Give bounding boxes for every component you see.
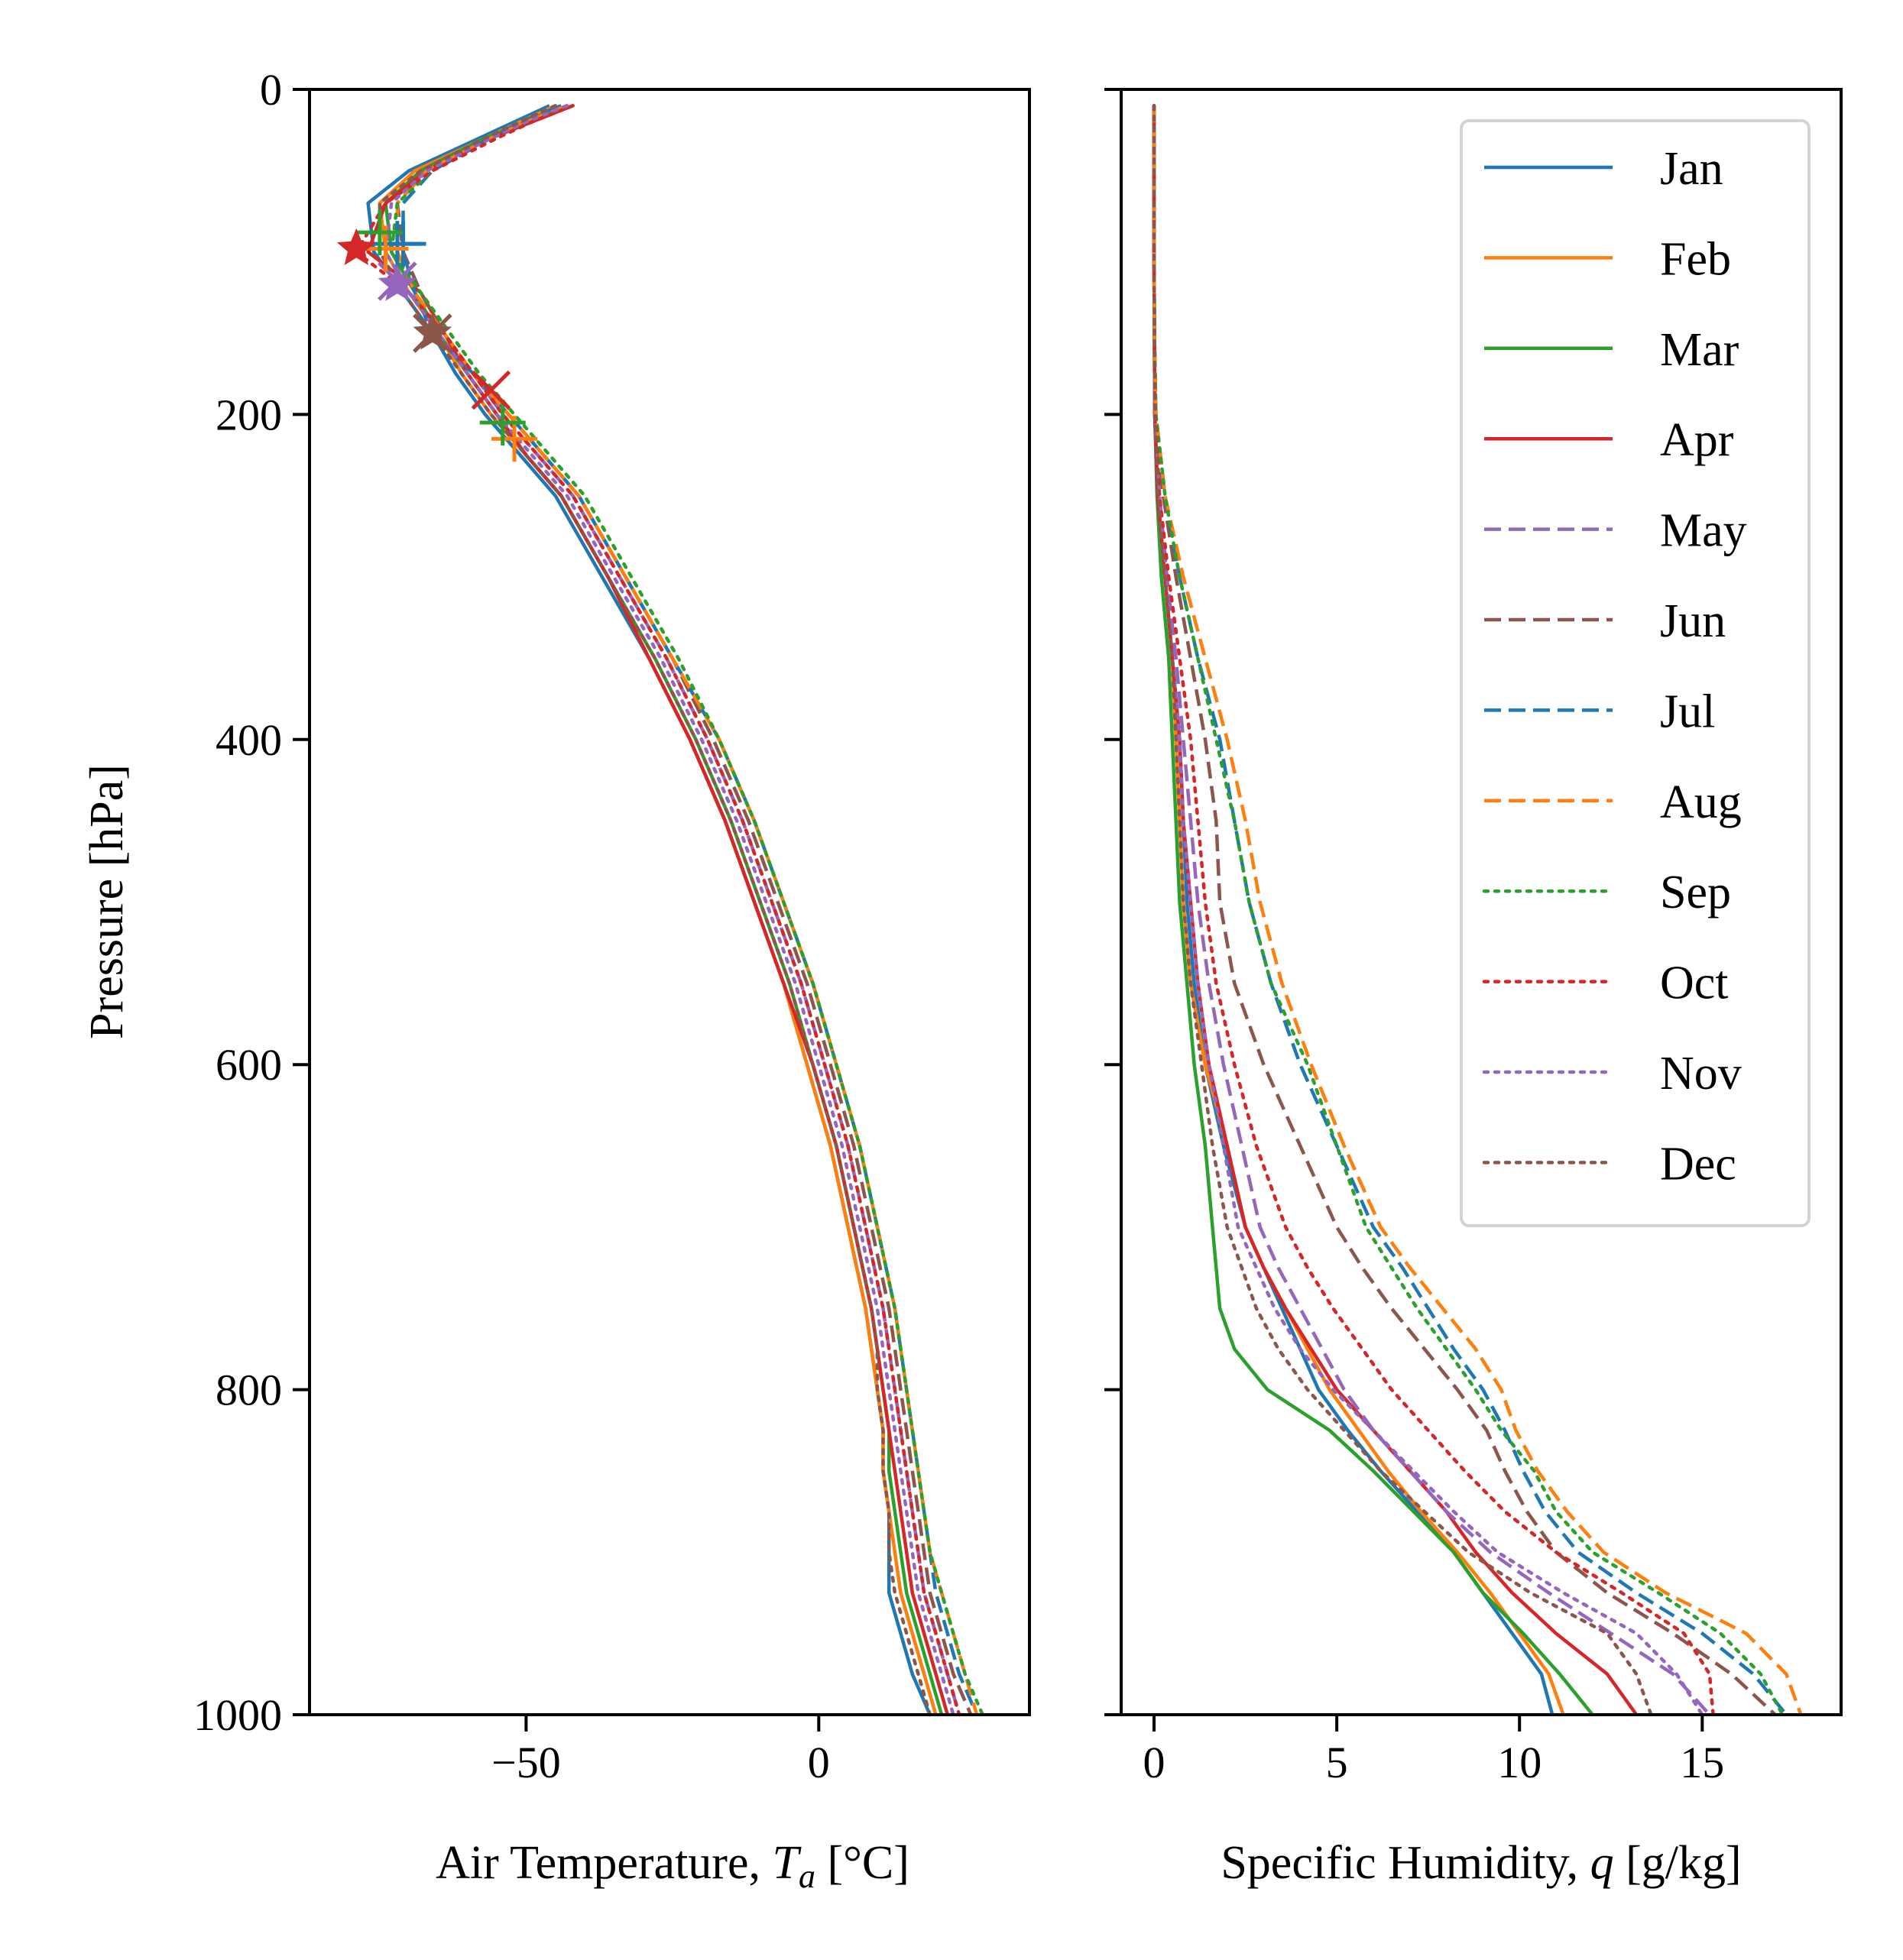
- temperature-axis-label: Air Temperature, Ta [°C]: [436, 1837, 909, 1895]
- legend-label-oct: Oct: [1660, 957, 1729, 1009]
- legend-item-sep: Sep: [1482, 867, 1731, 918]
- humidity-panel: 0 5 10 15 Specific Humidity, q [g/kg] Jan Fe…: [1104, 88, 1843, 1889]
- humidity-pressure-ticks: [1104, 88, 1121, 1716]
- humidity-ticks: 0 5 10 15: [1143, 1715, 1724, 1787]
- humidity-xtick-label-2: 10: [1497, 1738, 1542, 1787]
- pressure-ticks: 0 200 400 600 800 1000: [193, 65, 310, 1740]
- legend-label-aug: Aug: [1660, 776, 1742, 828]
- legend-label-apr: Apr: [1660, 414, 1734, 466]
- legend-label-nov: Nov: [1660, 1048, 1742, 1100]
- legend-label-jan: Jan: [1660, 143, 1723, 195]
- humidity-axis-label: Specific Humidity, q [g/kg]: [1221, 1837, 1741, 1889]
- legend-item-jul: Jul: [1484, 685, 1715, 737]
- humidity-line-sep: [1152, 104, 1785, 1717]
- pressure-tick-label-600: 600: [216, 1040, 282, 1090]
- temperature-ticks: −50 0: [491, 1715, 830, 1787]
- legend: Jan Feb Mar Apr May Jun Jul Aug Sep Oct Nov Dec: [1460, 119, 1811, 1227]
- tropopause-marker-apr: [471, 370, 511, 410]
- legend-item-feb: Feb: [1484, 233, 1731, 285]
- tropopause-marker-mar: [479, 400, 526, 446]
- pressure-tick-label-1000: 1000: [193, 1690, 282, 1740]
- humidity-line-jul: [1152, 105, 1788, 1716]
- temperature-line-nov: [384, 104, 955, 1717]
- legend-item-jun: Jun: [1484, 595, 1726, 647]
- humidity-xtick-label-0: 0: [1143, 1738, 1165, 1787]
- humidity-axes-frame: [1120, 88, 1843, 1716]
- humidity-xtick-label-1: 5: [1326, 1738, 1348, 1787]
- legend-item-oct: Oct: [1482, 957, 1729, 1009]
- tropopause-marker-nov: [378, 264, 417, 301]
- legend-item-aug: Aug: [1484, 776, 1742, 828]
- temperature-xtick-label-0: −50: [491, 1738, 561, 1787]
- tropopause-marker-jul: [380, 221, 426, 267]
- legend-item-dec: Dec: [1482, 1138, 1736, 1190]
- legend-label-mar: Mar: [1660, 324, 1739, 376]
- legend-label-may: May: [1660, 505, 1747, 557]
- legend-item-nov: Nov: [1482, 1048, 1742, 1100]
- pressure-tick-label-800: 800: [216, 1366, 282, 1415]
- legend-label-feb: Feb: [1660, 233, 1731, 285]
- humidity-line-jun: [1152, 105, 1777, 1716]
- pressure-axis-label: Pressure [hPa]: [81, 764, 133, 1039]
- temperature-xtick-label-1: 0: [808, 1738, 830, 1787]
- legend-item-may: May: [1484, 505, 1747, 557]
- pressure-tick-label-200: 200: [216, 390, 282, 439]
- legend-item-apr: Apr: [1484, 414, 1734, 466]
- humidity-series-group: [1152, 104, 1803, 1717]
- temperature-line-dec: [378, 104, 932, 1717]
- pressure-tick-label-400: 400: [216, 715, 282, 765]
- temperature-panel: 0 200 400 600 800 1000 −50 0 Pressure [hPa] Ai…: [81, 65, 1031, 1895]
- pressure-tick-label-0: 0: [260, 65, 282, 115]
- humidity-xtick-label-3: 15: [1680, 1738, 1724, 1787]
- legend-frame: [1460, 119, 1811, 1227]
- humidity-line-aug: [1152, 105, 1803, 1715]
- temperature-axes-frame: [308, 88, 1031, 1716]
- tropopause-marker-dec: [413, 313, 452, 350]
- tropopause-marker-sep: [356, 209, 403, 256]
- legend-item-mar: Mar: [1484, 324, 1739, 376]
- legend-label-jun: Jun: [1660, 595, 1726, 647]
- tropopause-markers-group: [336, 209, 538, 462]
- legend-label-sep: Sep: [1660, 867, 1731, 918]
- humidity-line-dec: [1152, 104, 1653, 1717]
- temperature-line-jun: [395, 104, 973, 1715]
- legend-label-dec: Dec: [1660, 1138, 1736, 1190]
- temperature-series-group: [355, 104, 984, 1717]
- legend-item-jan: Jan: [1484, 143, 1723, 195]
- tropopause-marker-oct: [336, 228, 376, 266]
- legend-label-jul: Jul: [1660, 685, 1715, 737]
- legend-entries: Jan Feb Mar Apr May Jun Jul Aug Sep Oct Nov Dec: [1482, 143, 1747, 1190]
- temperature-line-apr: [366, 104, 949, 1715]
